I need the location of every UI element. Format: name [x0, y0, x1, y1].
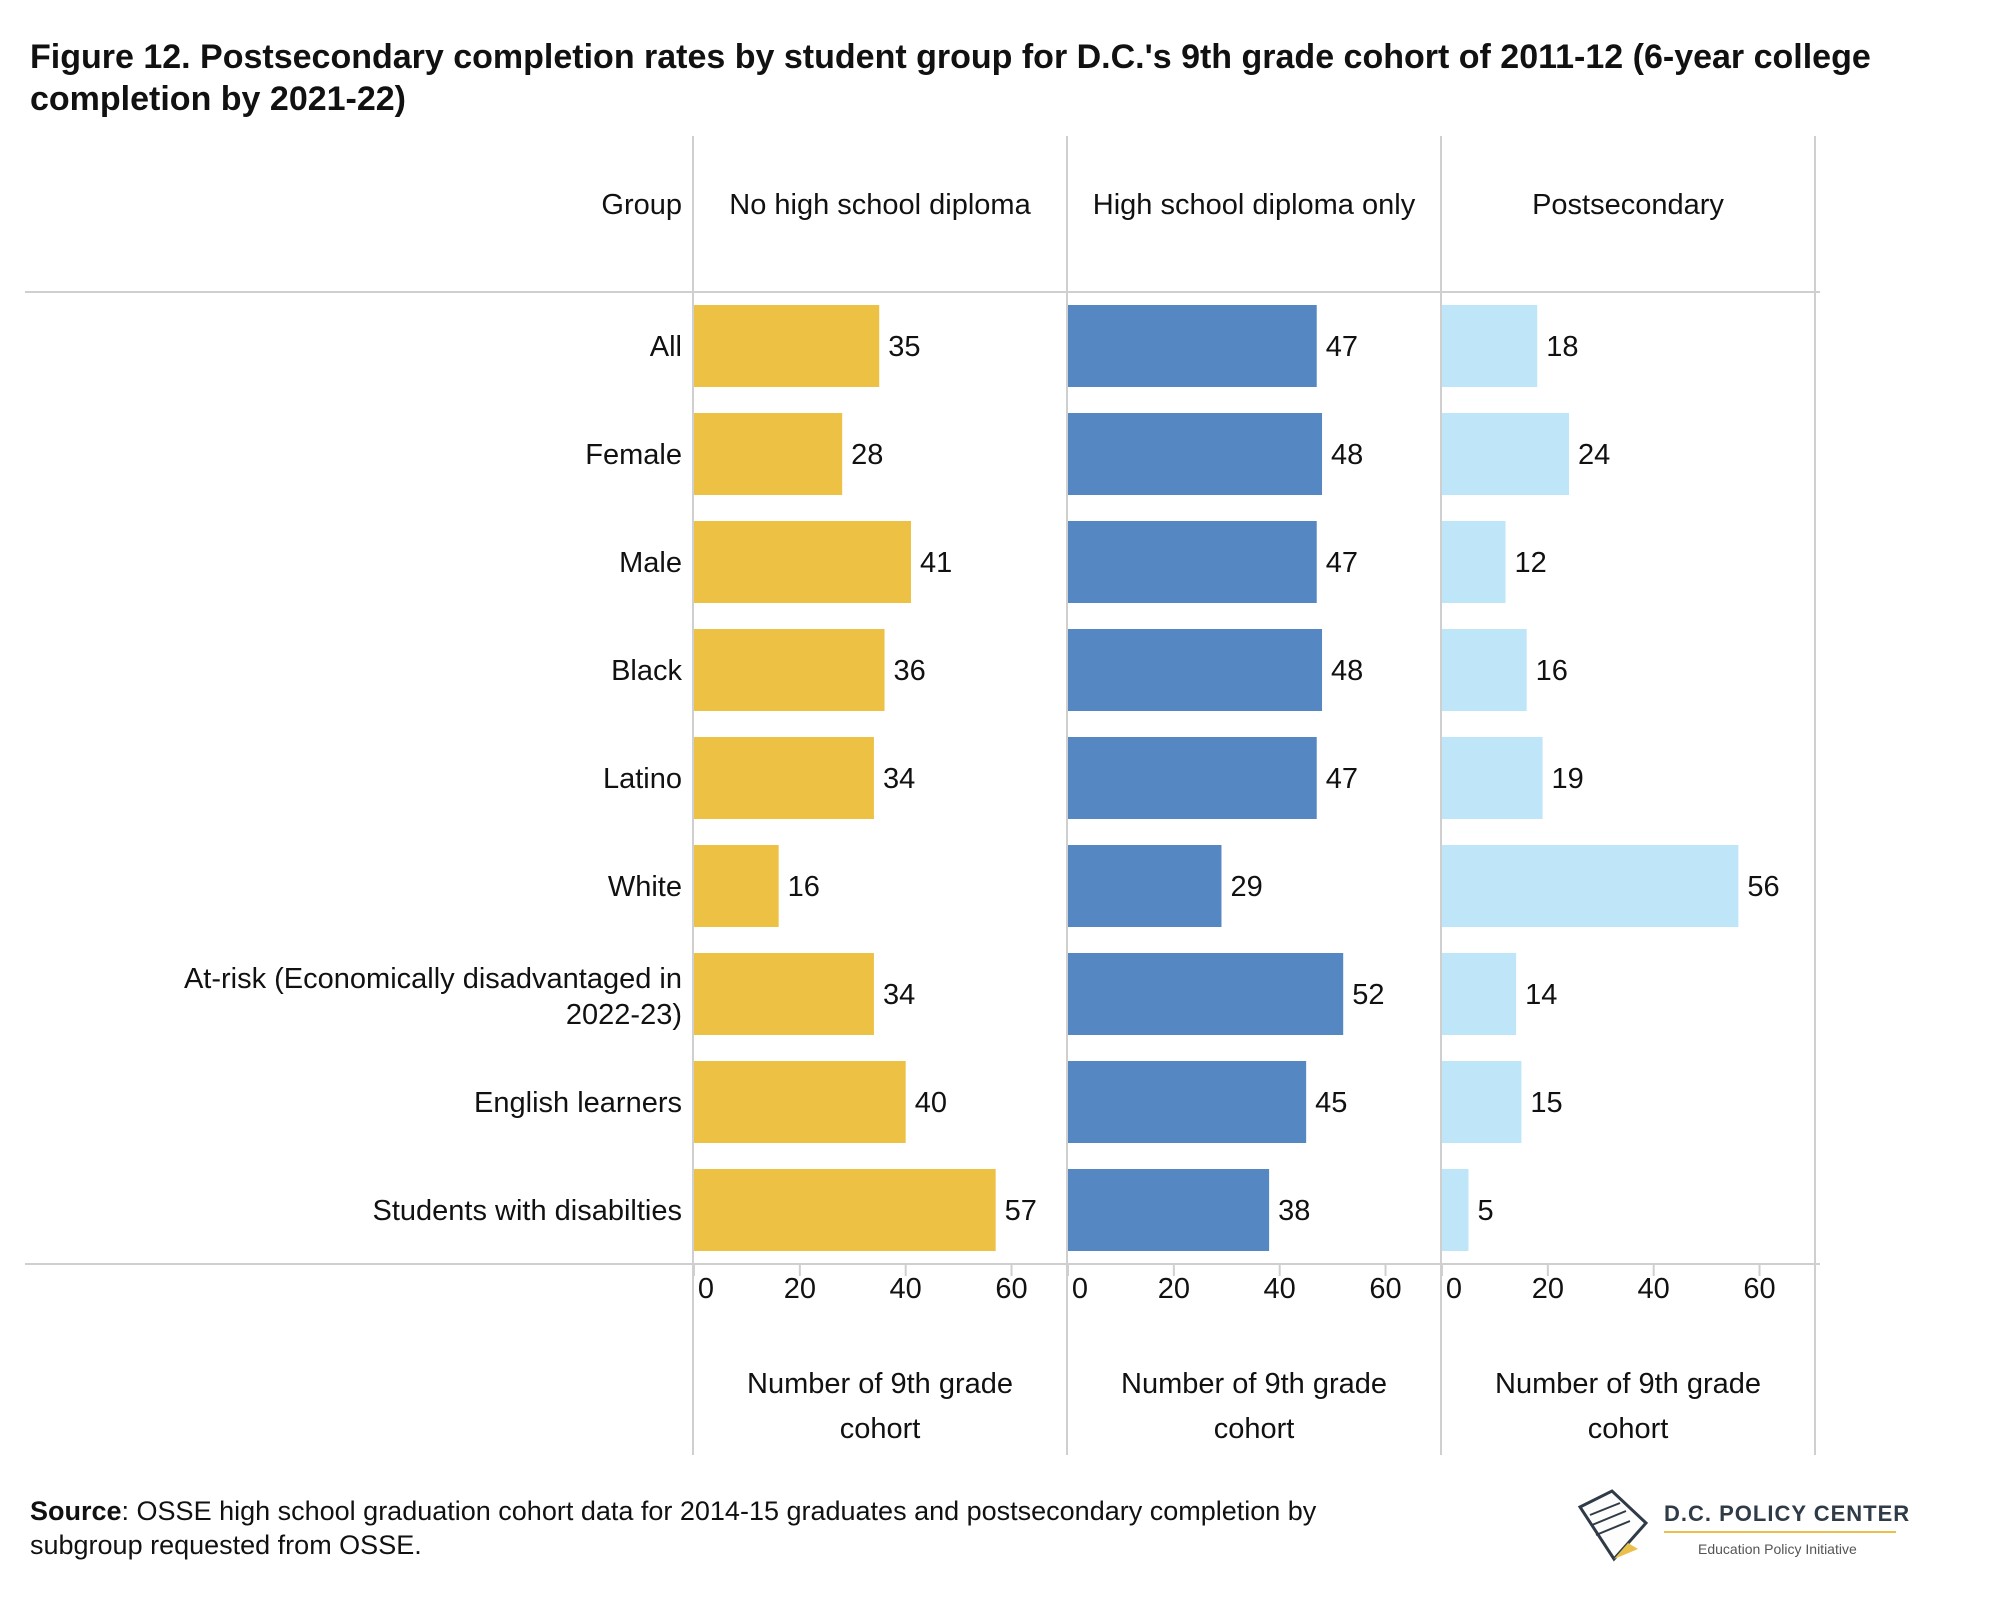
bar — [694, 413, 843, 495]
panel-header-label: No high school diploma — [729, 189, 1031, 221]
x-tick-label: 20 — [1158, 1273, 1190, 1305]
panel-header-label: High school diploma only — [1093, 189, 1416, 221]
x-axis-label-line-1: Number of 9th grade — [1121, 1368, 1387, 1400]
bar-value-label: 14 — [1525, 979, 1557, 1011]
x-tick-label: 40 — [1638, 1273, 1670, 1305]
bar — [1442, 629, 1527, 711]
bar — [1442, 953, 1517, 1035]
bar-value-label: 45 — [1315, 1087, 1347, 1119]
bar — [1068, 521, 1317, 603]
bar — [1442, 1169, 1469, 1251]
bar — [1442, 845, 1739, 927]
category-label: Black — [611, 655, 682, 687]
x-tick-label: 20 — [1532, 1273, 1564, 1305]
chart-title: Figure 12. Postsecondary completion rate… — [30, 38, 1871, 118]
category-label: At-risk (Economically disadvantaged in 20… — [184, 963, 682, 1031]
bar — [1068, 629, 1323, 711]
bar-value-label: 47 — [1326, 547, 1358, 579]
bar — [1442, 521, 1506, 603]
x-tick-label: 40 — [890, 1273, 922, 1305]
x-tick-label: 40 — [1264, 1273, 1296, 1305]
x-tick-label: 60 — [1369, 1273, 1401, 1305]
source-note: Source: OSSE high school graduation coho… — [30, 1494, 1430, 1562]
bar-value-label: 47 — [1326, 331, 1358, 363]
logo-subtitle: Education Policy Initiative — [1698, 1541, 1857, 1557]
x-axis-label-line-2: cohort — [1214, 1413, 1295, 1445]
bar-value-label: 19 — [1552, 763, 1584, 795]
category-label: All — [650, 331, 682, 363]
bar-value-label: 57 — [1005, 1195, 1037, 1227]
bar — [694, 953, 874, 1035]
source-label: Source — [30, 1496, 122, 1526]
bar-value-label: 48 — [1331, 655, 1363, 687]
bar — [694, 1169, 996, 1251]
category-label: White — [608, 871, 682, 903]
bar — [1068, 737, 1317, 819]
bar-value-label: 56 — [1747, 871, 1779, 903]
bar — [1068, 845, 1222, 927]
category-label: Students with disabilties — [373, 1195, 683, 1227]
x-tick-label: 0 — [698, 1273, 714, 1305]
category-label: Female — [585, 439, 682, 471]
bar — [1068, 1061, 1307, 1143]
category-label: Male — [619, 547, 682, 579]
x-tick-label: 60 — [1743, 1273, 1775, 1305]
x-axis-label-line-2: cohort — [840, 1413, 921, 1445]
bar-value-label: 41 — [920, 547, 952, 579]
bar — [694, 629, 885, 711]
x-tick-label: 20 — [784, 1273, 816, 1305]
bar — [694, 737, 874, 819]
bar-value-label: 47 — [1326, 763, 1358, 795]
bar-value-label: 16 — [788, 871, 820, 903]
bar-value-label: 5 — [1477, 1195, 1493, 1227]
dc-map-icon — [1577, 1489, 1649, 1562]
bar — [1442, 413, 1570, 495]
bar-value-label: 48 — [1331, 439, 1363, 471]
bar-value-label: 18 — [1546, 331, 1578, 363]
bar-value-label: 16 — [1536, 655, 1568, 687]
panel-header-label: Postsecondary — [1532, 189, 1724, 221]
logo-title: D.C. POLICY CENTER — [1664, 1501, 1911, 1526]
x-tick-label: 0 — [1446, 1273, 1462, 1305]
chart-panels: Group All Female Male Black Latino White At-ris… — [25, 136, 1820, 1455]
bar — [694, 1061, 906, 1143]
bar — [1442, 1061, 1522, 1143]
bar — [1068, 413, 1323, 495]
bar-value-label: 36 — [894, 655, 926, 687]
bar — [1068, 305, 1317, 387]
bar-value-label: 35 — [888, 331, 920, 363]
x-axis-label-line-2: cohort — [1588, 1413, 1669, 1445]
bar — [1442, 737, 1543, 819]
bar — [694, 845, 779, 927]
x-tick-label: 60 — [995, 1273, 1027, 1305]
bar — [694, 521, 911, 603]
x-tick-label: 0 — [1072, 1273, 1088, 1305]
bar — [1068, 1169, 1270, 1251]
x-axis-label-line-1: Number of 9th grade — [1495, 1368, 1761, 1400]
bar-value-label: 52 — [1352, 979, 1384, 1011]
bar-value-label: 38 — [1278, 1195, 1310, 1227]
logo-divider — [1664, 1531, 1896, 1533]
category-label: English learners — [474, 1087, 682, 1119]
bar-value-label: 12 — [1515, 547, 1547, 579]
bar-value-label: 34 — [883, 763, 915, 795]
bar — [694, 305, 880, 387]
bar — [1068, 953, 1344, 1035]
bar-value-label: 24 — [1578, 439, 1610, 471]
category-label: Latino — [603, 763, 682, 795]
row-header-label: Group — [601, 189, 682, 221]
dc-policy-center-logo: D.C. POLICY CENTER Education Policy Init… — [1568, 1485, 1911, 1575]
bar-value-label: 15 — [1530, 1087, 1562, 1119]
source-text: : OSSE high school graduation cohort dat… — [30, 1496, 1317, 1560]
bar-value-label: 29 — [1230, 871, 1262, 903]
bar-value-label: 40 — [915, 1087, 947, 1119]
bar — [1442, 305, 1538, 387]
x-axis-label-line-1: Number of 9th grade — [747, 1368, 1013, 1400]
bar-value-label: 34 — [883, 979, 915, 1011]
bar-value-label: 28 — [851, 439, 883, 471]
